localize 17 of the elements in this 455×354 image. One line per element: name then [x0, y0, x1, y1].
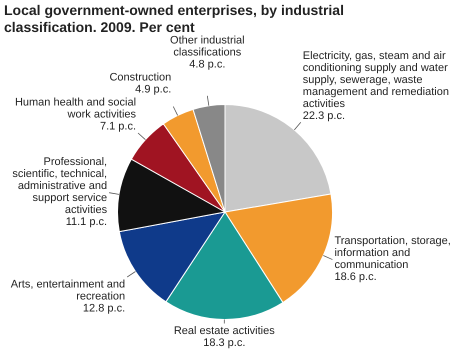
- slice-label: Other industrial classifications: [170, 34, 245, 59]
- data-label: 7.1 p.c.: [100, 120, 136, 133]
- slice-label: Construction: [109, 72, 172, 84]
- slice-label: Transportation, storage, information and communication: [334, 235, 451, 272]
- slice-label: Electricity, gas, steam and air conditioning supply and water supply, sewerage, waste management and remediation activities: [302, 50, 449, 110]
- data-label: 12.8 p.c.: [82, 302, 126, 315]
- slice-label: Human health and social work activities: [14, 96, 137, 121]
- data-label: 18.3 p.c.: [203, 337, 246, 350]
- slice-label: Real estate activities: [174, 325, 276, 338]
- data-label: 11.1 p.c.: [66, 216, 108, 228]
- data-label: 18.6 p.c.: [334, 271, 377, 284]
- slice-label: Professional, scientific, technical, administrative and support service activities: [12, 156, 108, 216]
- slice-label: Arts, entertainment and recreation: [10, 278, 126, 303]
- data-label: 22.3 p.c.: [302, 110, 346, 122]
- chart-title: Local government-owned enterprises, by industrial classification. 2009. Per cent: [4, 2, 345, 36]
- data-label: 4.8 p.c.: [189, 58, 226, 71]
- data-label: 4.9 p.c.: [135, 84, 172, 96]
